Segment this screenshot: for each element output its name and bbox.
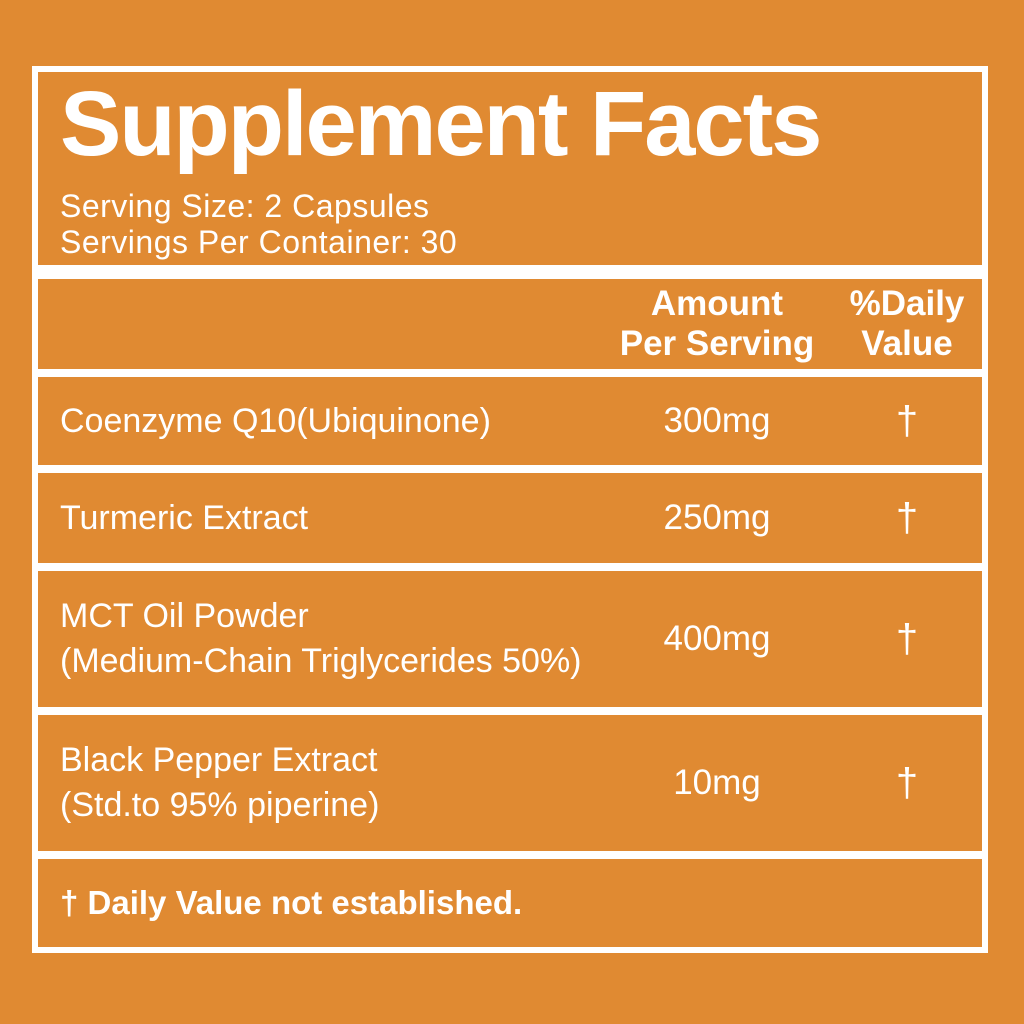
ingredient-row-turmeric-extract: Turmeric Extract 250mg †	[38, 473, 982, 563]
column-header-row: Amount Per Serving %Daily Value	[38, 279, 982, 369]
serving-size: Serving Size: 2 Capsules	[60, 188, 430, 224]
ingredient-name: Turmeric Extract	[38, 496, 602, 541]
ingredient-amount: 250mg	[663, 498, 771, 537]
ingredient-name-line1: Turmeric Extract	[60, 498, 309, 537]
daily-value-footnote: † Daily Value not established.	[60, 884, 523, 921]
ingredient-daily-value: †	[895, 616, 919, 661]
title-section: Supplement Facts Serving Size: 2 Capsule…	[38, 72, 982, 265]
ingredient-name-line1: Black Pepper Extract	[60, 741, 378, 779]
header-daily-value: %Daily Value	[832, 284, 982, 364]
servings-per-container: Servings Per Container: 30	[60, 224, 458, 260]
footnote-section: † Daily Value not established.	[38, 859, 982, 947]
ingredient-name-line1: MCT Oil Powder	[60, 597, 309, 635]
header-amount-line2: Per Serving	[619, 324, 815, 363]
ingredient-row-mct-oil-powder: MCT Oil Powder (Medium-Chain Triglycerid…	[38, 571, 982, 707]
ingredient-daily-value: †	[895, 495, 919, 540]
ingredient-daily-value: †	[895, 760, 919, 805]
ingredient-name-line1: Coenzyme Q10(Ubiquinone)	[60, 401, 491, 440]
ingredient-amount: 400mg	[663, 619, 771, 658]
ingredient-row-coenzyme-q10: Coenzyme Q10(Ubiquinone) 300mg †	[38, 377, 982, 465]
ingredient-name-line2: (Medium-Chain Triglycerides 50%)	[60, 642, 582, 680]
ingredient-name-line2: (Std.to 95% piperine)	[60, 786, 380, 824]
ingredient-name: Black Pepper Extract (Std.to 95% piperin…	[38, 738, 602, 828]
supplement-facts-panel: Supplement Facts Serving Size: 2 Capsule…	[32, 66, 988, 953]
ingredient-name: MCT Oil Powder (Medium-Chain Triglycerid…	[38, 594, 602, 684]
header-amount-per-serving: Amount Per Serving	[602, 284, 832, 364]
ingredient-amount: 300mg	[663, 401, 771, 440]
panel-title: Supplement Facts	[60, 73, 822, 175]
ingredient-row-black-pepper-extract: Black Pepper Extract (Std.to 95% piperin…	[38, 715, 982, 851]
ingredient-daily-value: †	[895, 398, 919, 443]
ingredient-amount: 10mg	[673, 763, 761, 802]
header-dv-line2: Value	[861, 324, 953, 363]
header-amount-line1: Amount	[650, 284, 784, 323]
ingredient-name: Coenzyme Q10(Ubiquinone)	[38, 399, 602, 444]
header-dv-line1: %Daily	[849, 284, 965, 323]
